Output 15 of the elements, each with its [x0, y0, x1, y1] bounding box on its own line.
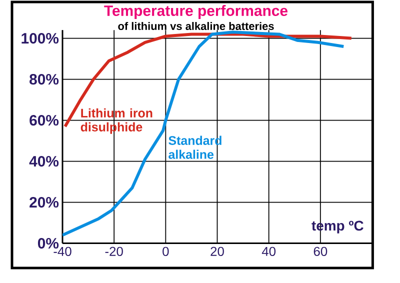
x-tick-label: 60 [314, 246, 328, 256]
chart-subtitle: of lithium vs alkaline batteries [118, 22, 274, 30]
y-tick-label: 80% [30, 74, 59, 85]
y-tick-label: 0% [38, 238, 59, 249]
x-tick-label: -40 [54, 246, 72, 256]
y-tick-label: 60% [30, 115, 59, 126]
x-tick-label: 40 [262, 246, 276, 256]
x-tick-label: 20 [210, 246, 224, 256]
chart-title: Temperature performance [104, 5, 288, 19]
x-tick-label: -20 [105, 246, 123, 256]
x-tick-label: 0 [162, 246, 169, 256]
y-tick-label: 40% [29, 156, 59, 167]
line-series [62, 30, 346, 237]
y-tick-label: 100% [22, 33, 59, 44]
y-tick-label: 20% [30, 197, 59, 208]
